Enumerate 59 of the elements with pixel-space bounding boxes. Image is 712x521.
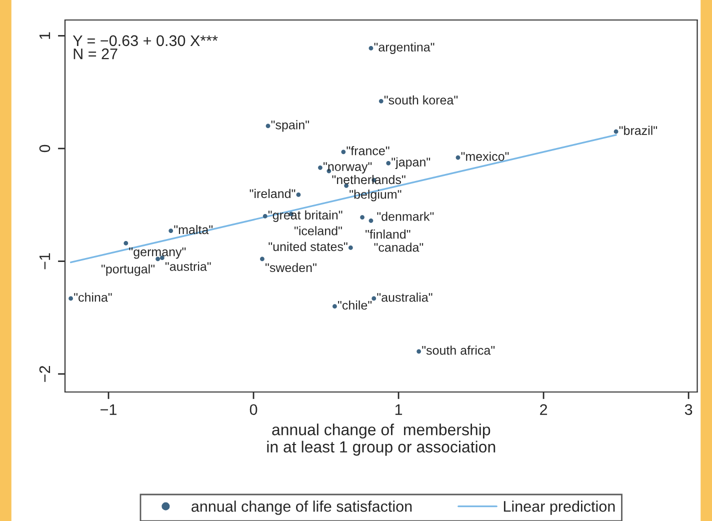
annotation: "argentina" (374, 42, 434, 54)
annotation: "spain" (271, 120, 310, 132)
point (318, 165, 322, 170)
annotation: "japan" (392, 157, 430, 169)
point (266, 124, 270, 128)
y-tick-label: −1 (40, 253, 50, 270)
annotation: "south korea" (384, 95, 458, 105)
legend-label: annual change of life satisfaction (192, 500, 412, 515)
point (416, 349, 422, 354)
point (378, 98, 384, 104)
x-tick-label: 3 (684, 404, 692, 416)
annotation: "portugal" (102, 264, 155, 276)
x-tick-label: 1 (395, 404, 402, 415)
annotation: "france" (346, 146, 390, 156)
x-tick-label: 0 (250, 404, 258, 416)
point (262, 214, 268, 218)
annotation: "germany" (129, 248, 186, 259)
annotation: "mexico" (461, 152, 509, 161)
annotation: "chile" (338, 300, 372, 310)
point (68, 296, 73, 301)
annotation: "canada" (374, 242, 424, 252)
point (456, 155, 460, 160)
point (614, 129, 618, 134)
annotation: "united states" (268, 242, 348, 252)
annotation: "netherlands" (332, 174, 406, 184)
point (348, 246, 353, 250)
point (368, 218, 374, 223)
point (124, 241, 128, 246)
annotation: "austria" (165, 262, 211, 271)
annotation: "belgium" (350, 190, 402, 202)
x-axis-title: annual change of membership in at least 1 group or association (267, 424, 496, 456)
annotation: "sweden" (266, 262, 316, 272)
point (296, 192, 301, 197)
point (360, 215, 364, 220)
y-tick-label: −2 (39, 366, 50, 382)
x-tick-label: 2 (540, 404, 548, 415)
point (386, 160, 391, 166)
annotation: "iceland" (294, 226, 342, 236)
point (260, 256, 264, 262)
annotation: "denmark" (377, 212, 434, 221)
annotation: "malta" (174, 224, 213, 234)
annotation: "australia" (377, 292, 432, 302)
point (341, 150, 346, 154)
annotation: "ireland" (250, 188, 296, 198)
annotation: "finland" (366, 230, 410, 239)
annotation: "china" (74, 292, 112, 302)
annotation: Y = −0.63 + 0.30 X*** N = 27 (72, 35, 218, 60)
point (368, 46, 374, 50)
y-tick-label: 1 (40, 32, 50, 39)
point (372, 296, 376, 301)
annotation: "great britain" (268, 210, 342, 222)
annotation: "brazil" (619, 126, 658, 135)
annotation: "norway" (324, 162, 372, 174)
annotation: "south africa" (422, 346, 495, 355)
point (168, 228, 174, 233)
point (332, 304, 337, 309)
y-tick-label: 0 (39, 144, 50, 152)
legend-label: Linear prediction (504, 500, 615, 515)
x-tick-label: −1 (100, 404, 116, 415)
